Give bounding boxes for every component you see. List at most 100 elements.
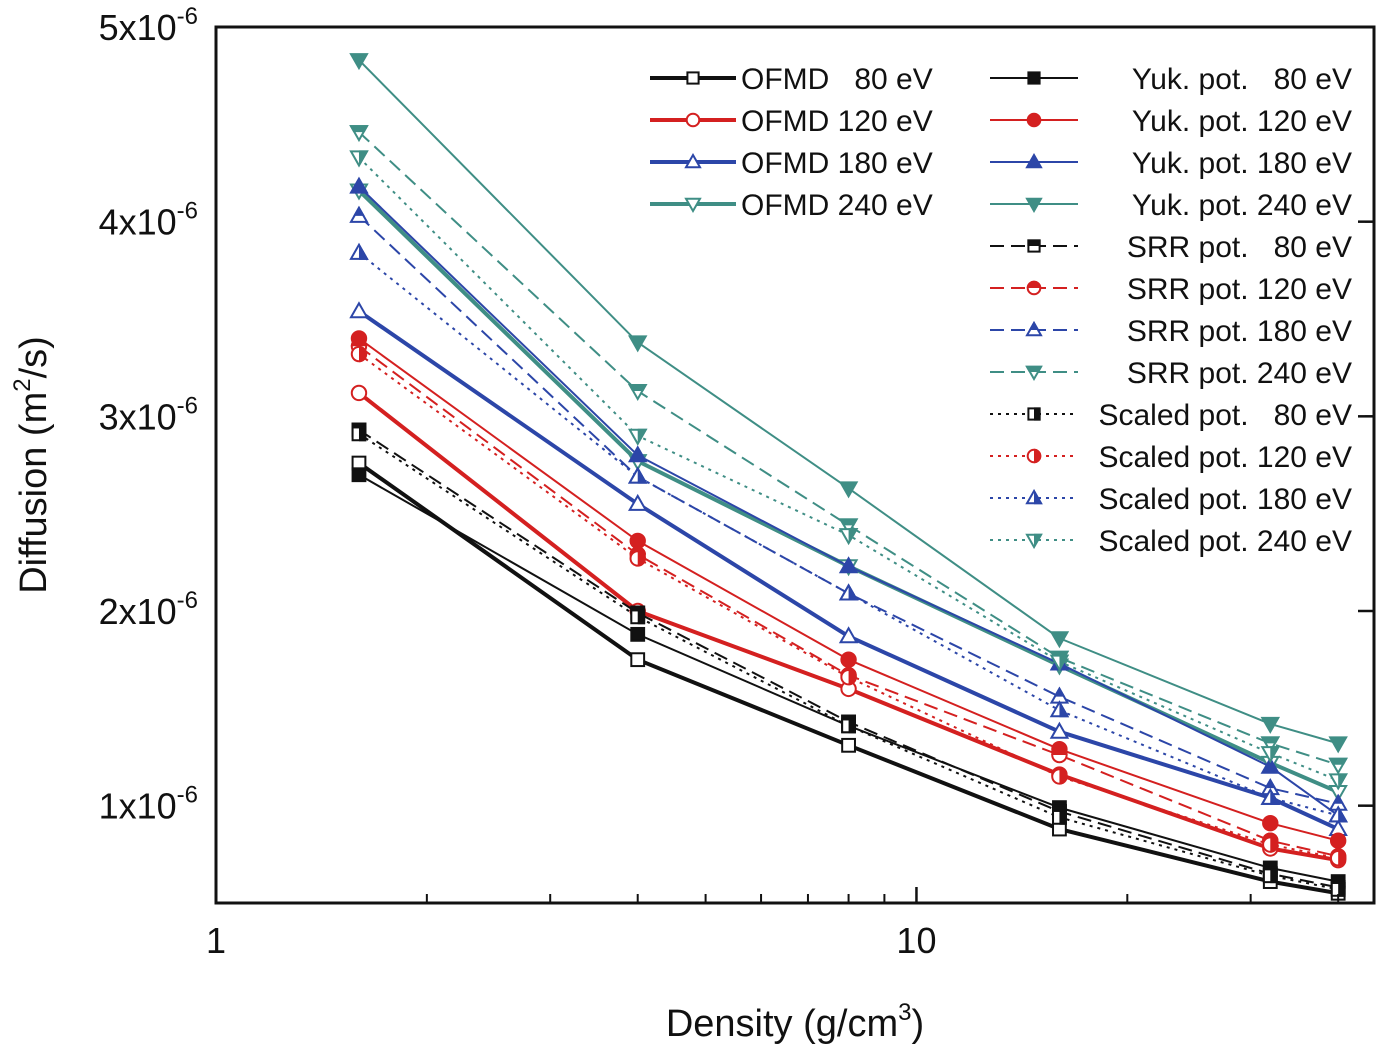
data-point (841, 718, 856, 734)
y-tick-label: 3x10-6 (99, 392, 198, 437)
data-point (1052, 809, 1067, 825)
legend-marker (1026, 280, 1042, 296)
legend-marker (1027, 239, 1041, 253)
data-point (350, 384, 368, 402)
legend-entry-12: Scaled pot. 80 eV (990, 399, 1352, 432)
legend-marker (1025, 488, 1043, 505)
series-line (358, 345, 1339, 858)
legend-label: Scaled pot. 240 eV (1098, 525, 1352, 558)
legend-label: Scaled pot. 180 eV (1098, 483, 1352, 516)
series-line (357, 391, 1339, 863)
series-line (357, 461, 1339, 896)
data-point (349, 53, 369, 71)
series-line (358, 185, 1339, 817)
legend-label: Yuk. pot. 120 eV (1132, 105, 1352, 138)
legend-marker (686, 71, 700, 85)
legend-entry-6: Yuk. pot. 180 eV (990, 147, 1352, 180)
data-point (1328, 736, 1348, 754)
legend-entry-8: SRR pot. 80 eV (990, 231, 1352, 264)
y-tick-label: 1x10-6 (99, 782, 198, 827)
series-layer (349, 53, 1348, 901)
series-12 (351, 426, 1346, 897)
data-point (1049, 686, 1070, 704)
data-point (1049, 654, 1070, 672)
legend: OFMD 80 eV OFMD 120 eV OFMD 180 eV OFMD 240… (650, 63, 1352, 558)
legend-marker (1025, 320, 1043, 337)
data-point (1260, 746, 1281, 764)
data-point (351, 467, 367, 483)
legend-marker (1026, 112, 1042, 128)
x-axis-title: Density (g/cm3) (666, 999, 924, 1045)
legend-entry-14: Scaled pot. 180 eV (990, 483, 1352, 516)
legend-marker (1027, 407, 1041, 421)
series-line (358, 156, 1339, 782)
data-point (1262, 836, 1279, 853)
legend-label: SRR pot. 180 eV (1127, 315, 1352, 348)
legend-label: OFMD 180 eV (741, 147, 933, 180)
x-tick-label: 1 (206, 920, 226, 961)
data-point (630, 652, 646, 668)
series-line (358, 353, 1339, 860)
data-point (1260, 787, 1281, 805)
legend-marker (685, 112, 701, 128)
data-point (627, 466, 648, 484)
data-point (627, 384, 648, 402)
axis-ticks: 1 10 1x10-6 2x10-6 3x10-6 4x10-6 5x10-6 (99, 3, 1374, 961)
legend-marker (1025, 533, 1043, 550)
y-axis-title: Diffusion (m2/s) (9, 336, 55, 594)
legend-entry-7: Yuk. pot. 240 eV (990, 189, 1352, 222)
legend-label: Scaled pot. 120 eV (1098, 441, 1352, 474)
legend-entry-3: OFMD 240 eV (650, 189, 933, 222)
data-point (627, 445, 648, 463)
y-tick-label: 5x10-6 (99, 3, 198, 48)
data-point (1328, 805, 1348, 823)
y-tick-label: 4x10-6 (99, 198, 198, 243)
legend-entry-9: SRR pot. 120 eV (990, 273, 1352, 306)
legend-marker (1027, 71, 1041, 85)
legend-label: OFMD 120 eV (741, 105, 933, 138)
data-point (841, 737, 856, 753)
series-line (357, 309, 1340, 831)
data-point (1049, 721, 1070, 739)
y-tick-label: 2x10-6 (99, 587, 198, 632)
legend-label: OFMD 80 eV (741, 63, 933, 96)
data-point (630, 626, 646, 642)
series-line (358, 131, 1339, 766)
data-point (1328, 757, 1348, 775)
x-tick-label: 10 (896, 920, 936, 961)
series-line (358, 252, 1339, 817)
legend-marker (1025, 152, 1043, 169)
data-point (1328, 773, 1348, 791)
data-point (840, 668, 857, 686)
legend-entry-15: Scaled pot. 240 eV (990, 525, 1352, 558)
data-point (1051, 768, 1068, 785)
data-point (630, 609, 646, 625)
legend-marker (684, 197, 702, 214)
series-7 (349, 53, 1348, 754)
data-point (838, 556, 859, 574)
legend-entry-10: SRR pot. 180 eV (990, 315, 1352, 348)
legend-label: SRR pot. 240 eV (1127, 357, 1352, 390)
data-point (1329, 850, 1347, 867)
data-point (349, 242, 369, 260)
data-point (1329, 832, 1347, 849)
legend-marker (1026, 448, 1042, 464)
legend-label: OFMD 240 eV (741, 189, 933, 222)
legend-label: Yuk. pot. 180 eV (1132, 147, 1352, 180)
legend-marker (684, 152, 702, 169)
data-point (349, 125, 369, 143)
data-point (1260, 756, 1281, 774)
data-point (1049, 631, 1070, 649)
series-line (358, 337, 1339, 842)
data-point (1260, 716, 1281, 734)
data-point (349, 301, 369, 319)
data-point (349, 205, 369, 223)
legend-entry-13: Scaled pot. 120 eV (990, 441, 1352, 474)
data-point (629, 550, 646, 567)
data-point (838, 518, 859, 536)
data-point (1260, 736, 1281, 754)
data-point (838, 481, 859, 499)
data-point (629, 532, 646, 550)
legend-label: Yuk. pot. 80 eV (1132, 63, 1352, 96)
